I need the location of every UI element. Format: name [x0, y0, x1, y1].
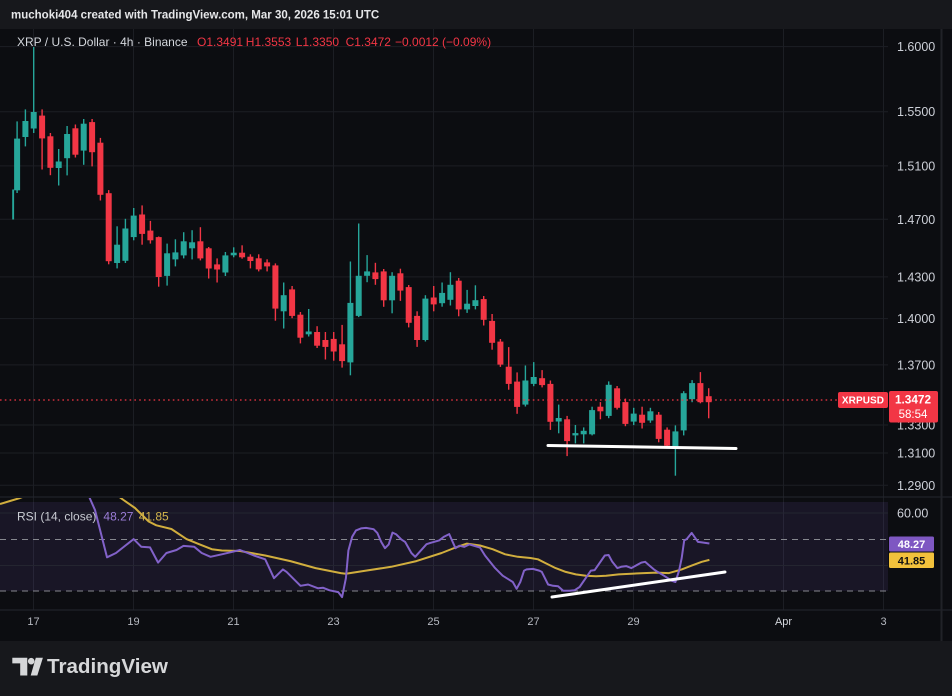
svg-text:41.85: 41.85: [139, 510, 169, 524]
svg-text:XRPUSD: XRPUSD: [842, 396, 884, 407]
svg-text:1.6000: 1.6000: [897, 40, 935, 54]
svg-text:muchoki404 created with Tradin: muchoki404 created with TradingView.com,…: [11, 10, 379, 22]
svg-text:XRP / U.S. Dollar · 4h · Binan: XRP / U.S. Dollar · 4h · Binance: [17, 35, 188, 49]
svg-text:O1.3491: O1.3491: [197, 35, 243, 49]
svg-text:25: 25: [427, 616, 439, 628]
svg-text:23: 23: [327, 616, 339, 628]
svg-text:17: 17: [27, 616, 39, 628]
svg-text:1.4700: 1.4700: [897, 213, 935, 227]
svg-text:3: 3: [880, 616, 886, 628]
svg-text:Apr: Apr: [775, 616, 792, 628]
svg-text:1.4000: 1.4000: [897, 312, 935, 326]
svg-text:1.3100: 1.3100: [897, 447, 935, 461]
svg-text:21: 21: [227, 616, 239, 628]
svg-text:1.5100: 1.5100: [897, 159, 935, 173]
svg-text:L1.3350: L1.3350: [296, 35, 340, 49]
svg-text:1.3700: 1.3700: [897, 358, 935, 372]
svg-text:C1.3472: C1.3472: [346, 35, 392, 49]
svg-text:19: 19: [127, 616, 139, 628]
svg-text:H1.3553: H1.3553: [246, 35, 292, 49]
svg-text:29: 29: [627, 616, 639, 628]
svg-text:58:54: 58:54: [899, 409, 928, 421]
svg-text:60.00: 60.00: [897, 507, 928, 521]
svg-text:41.85: 41.85: [898, 556, 926, 568]
svg-text:48.27: 48.27: [898, 539, 926, 551]
svg-text:27: 27: [527, 616, 539, 628]
svg-text:RSI (14, close): RSI (14, close): [17, 510, 96, 524]
svg-text:TradingView: TradingView: [47, 655, 169, 678]
svg-text:−0.0012 (−0.09%): −0.0012 (−0.09%): [395, 35, 491, 49]
svg-text:1.2900: 1.2900: [897, 479, 935, 493]
svg-text:1.3472: 1.3472: [895, 393, 932, 407]
svg-text:48.27: 48.27: [103, 510, 133, 524]
svg-text:1.5500: 1.5500: [897, 105, 935, 119]
svg-text:1.4300: 1.4300: [897, 270, 935, 284]
